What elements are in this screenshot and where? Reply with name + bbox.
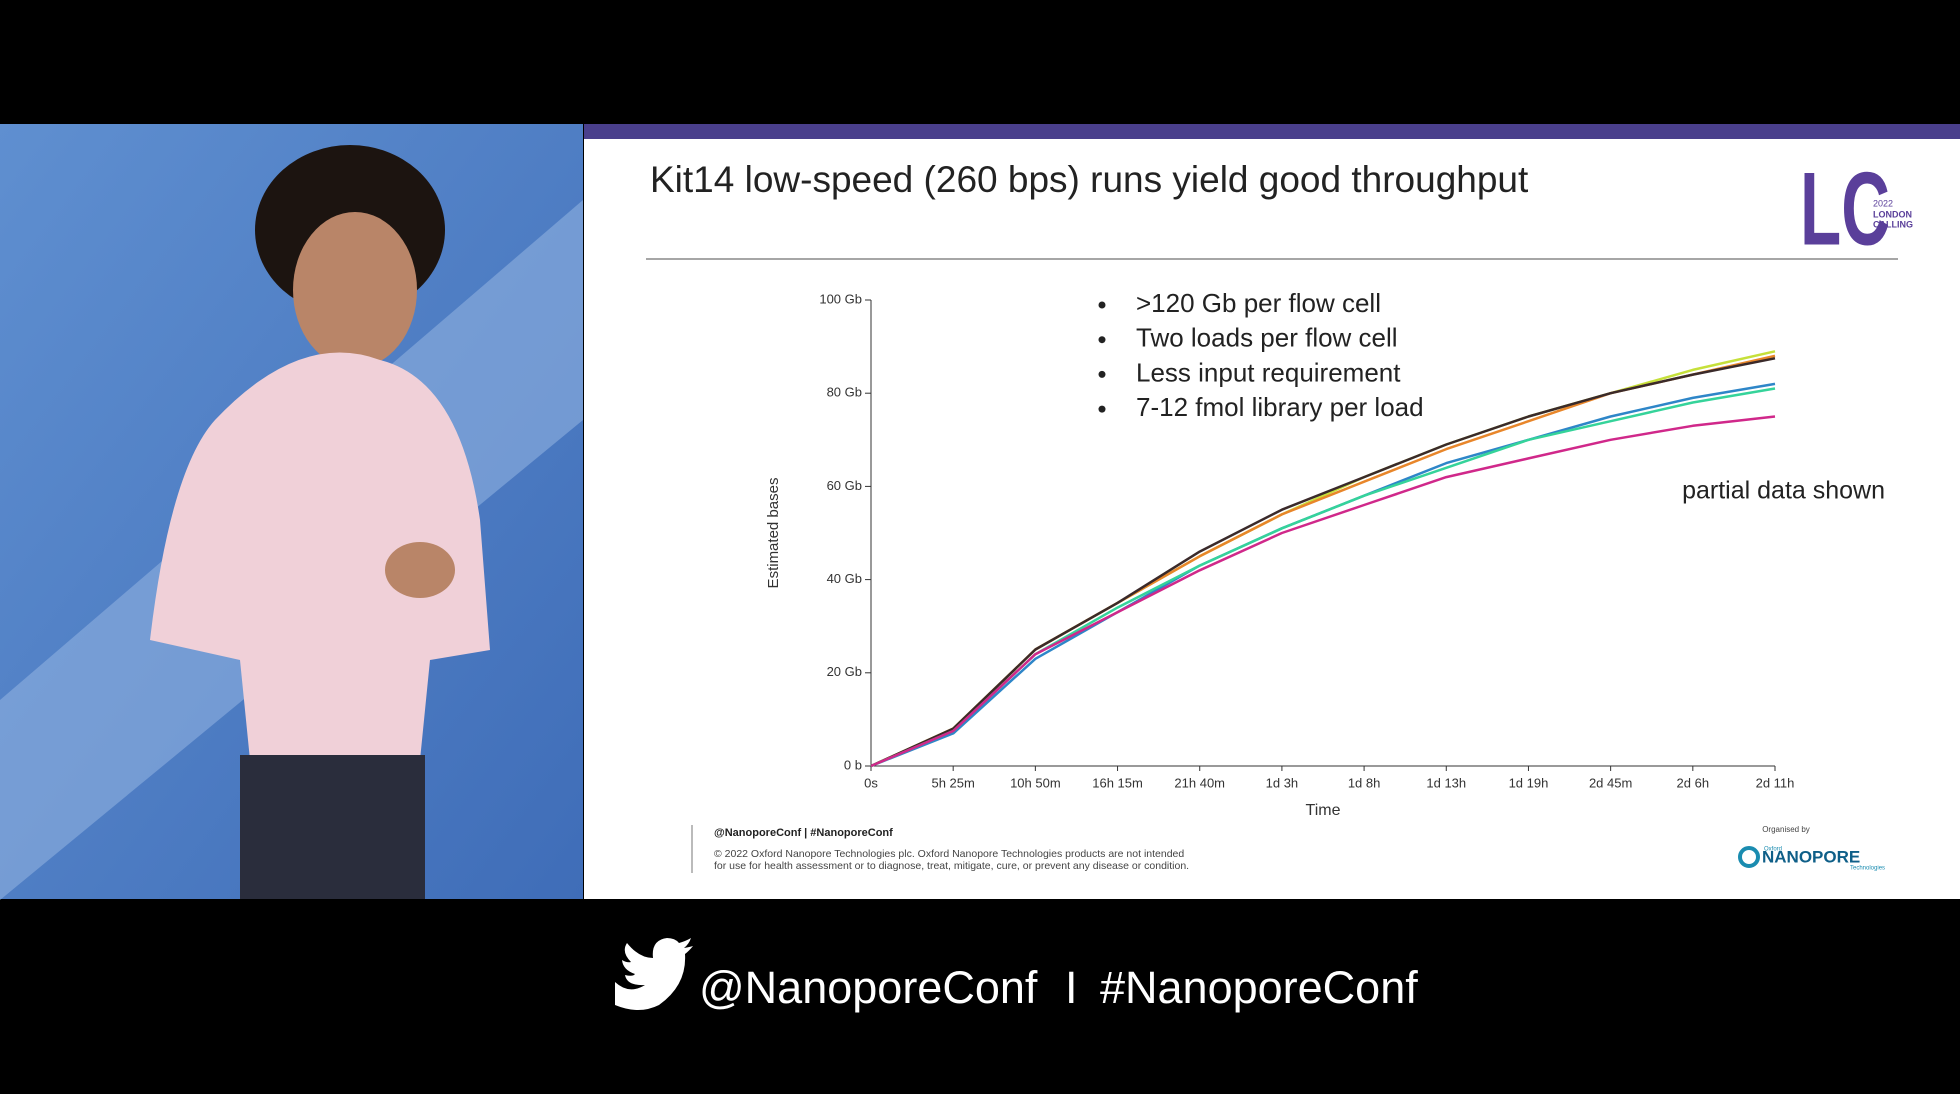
x-tick-label: 1d 8h [1348, 775, 1381, 790]
shirt [150, 352, 490, 760]
series-line [870, 357, 1776, 768]
x-axis-label: Time [1306, 802, 1341, 819]
slide-title: Kit14 low-speed (260 bps) runs yield goo… [650, 159, 1529, 200]
x-tick-label: 0s [864, 775, 878, 790]
bullet-text: 7-12 fmol library per load [1136, 392, 1424, 422]
lc-logo: LC 2022 LONDON CALLING [1800, 151, 1913, 267]
logo-mark: LC [1800, 151, 1890, 267]
y-tick-label: 100 Gb [819, 291, 862, 306]
organiser-logo: Organised by Oxford NANOPORE Technologie… [1738, 825, 1885, 872]
speaker-video [0, 124, 583, 900]
bullet-dot [1098, 370, 1106, 378]
logo-year: 2022 [1873, 198, 1893, 208]
bullet-text: Less input requirement [1136, 357, 1401, 387]
bullet-list: >120 Gb per flow cell Two loads per flow … [1098, 288, 1424, 422]
organiser-small: Oxford [1764, 847, 1782, 853]
organiser-label: Organised by [1762, 825, 1810, 834]
note: partial data shown [1682, 477, 1885, 505]
twitter-icon [615, 938, 693, 1010]
x-tick-label: 21h 40m [1174, 775, 1225, 790]
banner-handle: @NanoporeConf [699, 962, 1038, 1013]
x-tick-label: 10h 50m [1010, 775, 1061, 790]
series-line [870, 415, 1776, 768]
x-tick-label: 2d 6h [1677, 775, 1710, 790]
slide [584, 124, 1960, 899]
x-tick-label: 2d 11h [1756, 775, 1795, 790]
trousers [240, 755, 425, 899]
face [293, 212, 417, 368]
y-tick-label: 80 Gb [827, 385, 862, 400]
banner-hashtag: #NanoporeConf [1100, 962, 1418, 1013]
chart: 0 b 20 Gb 40 Gb 60 Gb 80 Gb 100 Gb 0s 5h 25m 10h… [819, 291, 1794, 790]
x-tick-label: 1d 13h [1426, 775, 1466, 790]
bullet-dot [1098, 405, 1106, 413]
bullet-dot [1098, 336, 1106, 344]
x-tick-label: 16h 15m [1092, 775, 1143, 790]
y-tick-label: 20 Gb [827, 664, 862, 679]
logo-line: LONDON [1873, 209, 1912, 219]
banner-separator: I [1065, 962, 1078, 1013]
nanopore-icon [1738, 846, 1760, 868]
y-tick-label: 40 Gb [827, 571, 862, 586]
organiser-name: NANOPORE [1762, 847, 1860, 866]
copyright-line: for use for health assessment or to diag… [714, 860, 1189, 872]
footer-handle: @NanoporeConf | #NanoporeConf [714, 827, 893, 839]
copyright-line: © 2022 Oxford Nanopore Technologies plc.… [714, 848, 1184, 860]
organiser-sub: Technologies [1850, 866, 1885, 872]
y-tick-label: 0 b [844, 757, 862, 772]
hands [385, 542, 455, 598]
y-axis-label: Estimated bases [765, 478, 782, 589]
x-tick-label: 1d 3h [1266, 775, 1299, 790]
bullet-text: >120 Gb per flow cell [1136, 288, 1381, 318]
y-tick-label: 60 Gb [827, 478, 862, 493]
x-tick-label: 2d 45m [1589, 775, 1632, 790]
logo-line: CALLING [1873, 219, 1913, 229]
bullet-text: Two loads per flow cell [1136, 323, 1398, 353]
bullet-dot [1098, 301, 1106, 309]
x-tick-label: 1d 19h [1509, 775, 1549, 790]
slide-top-bar [584, 124, 1960, 139]
x-tick-label: 5h 25m [931, 775, 974, 790]
